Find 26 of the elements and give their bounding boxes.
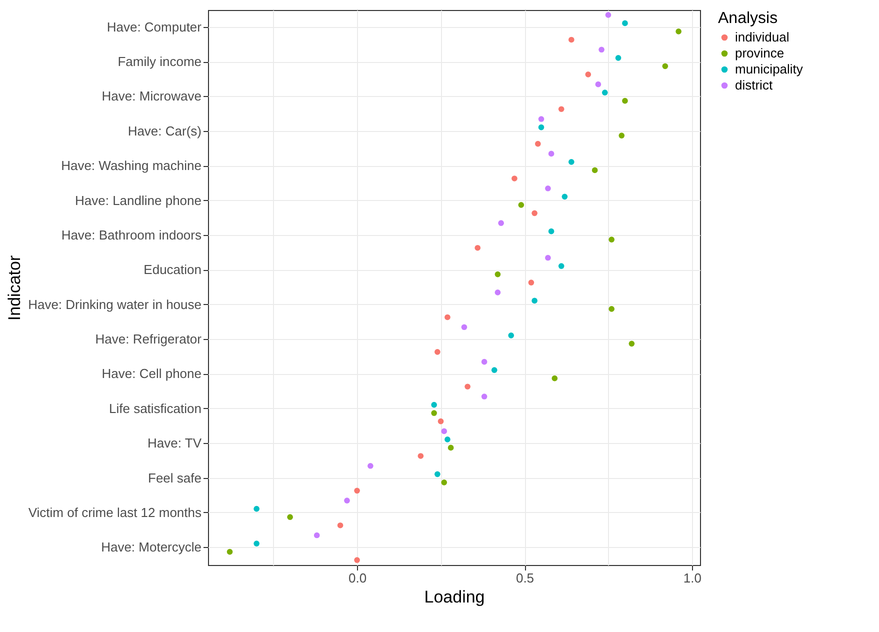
y-tick-label: Victim of crime last 12 months bbox=[28, 504, 202, 520]
y-tick-label: Have: Drinking water in house bbox=[28, 296, 202, 312]
x-axis-title: Loading bbox=[424, 588, 485, 606]
legend-label: individual bbox=[735, 30, 790, 44]
y-tick-label: Family income bbox=[118, 54, 202, 70]
x-tick-label: 1.0 bbox=[683, 570, 702, 586]
legend-label: province bbox=[735, 46, 784, 60]
y-tick-label: Have: Motercycle bbox=[101, 540, 202, 555]
y-tick-label: Education bbox=[144, 262, 202, 278]
y-tick-label: Have: Computer bbox=[106, 19, 202, 34]
y-tick-label: Have: Landline phone bbox=[75, 192, 202, 208]
legend-label: district bbox=[735, 78, 773, 92]
y-tick-label: Have: Refrigerator bbox=[95, 332, 202, 347]
y-tick-label: Have: Washing machine bbox=[61, 158, 202, 174]
y-tick-label: Life satisfication bbox=[109, 400, 202, 416]
y-axis-title: Indicator bbox=[5, 255, 24, 321]
y-tick-label: Have: Car(s) bbox=[128, 123, 202, 138]
y-tick-label: Have: TV bbox=[148, 436, 202, 451]
y-tick-label: Feel safe bbox=[148, 470, 202, 486]
legend-label: municipality bbox=[735, 62, 804, 76]
legend-title: Analysis bbox=[718, 10, 778, 27]
x-tick-label: 0.5 bbox=[516, 570, 534, 586]
y-tick-label: Have: Cell phone bbox=[102, 366, 202, 382]
y-tick-label: Have: Microwave bbox=[102, 88, 202, 104]
y-tick-label: Have: Bathroom indoors bbox=[61, 227, 202, 242]
x-tick-label: 0.0 bbox=[348, 570, 367, 586]
